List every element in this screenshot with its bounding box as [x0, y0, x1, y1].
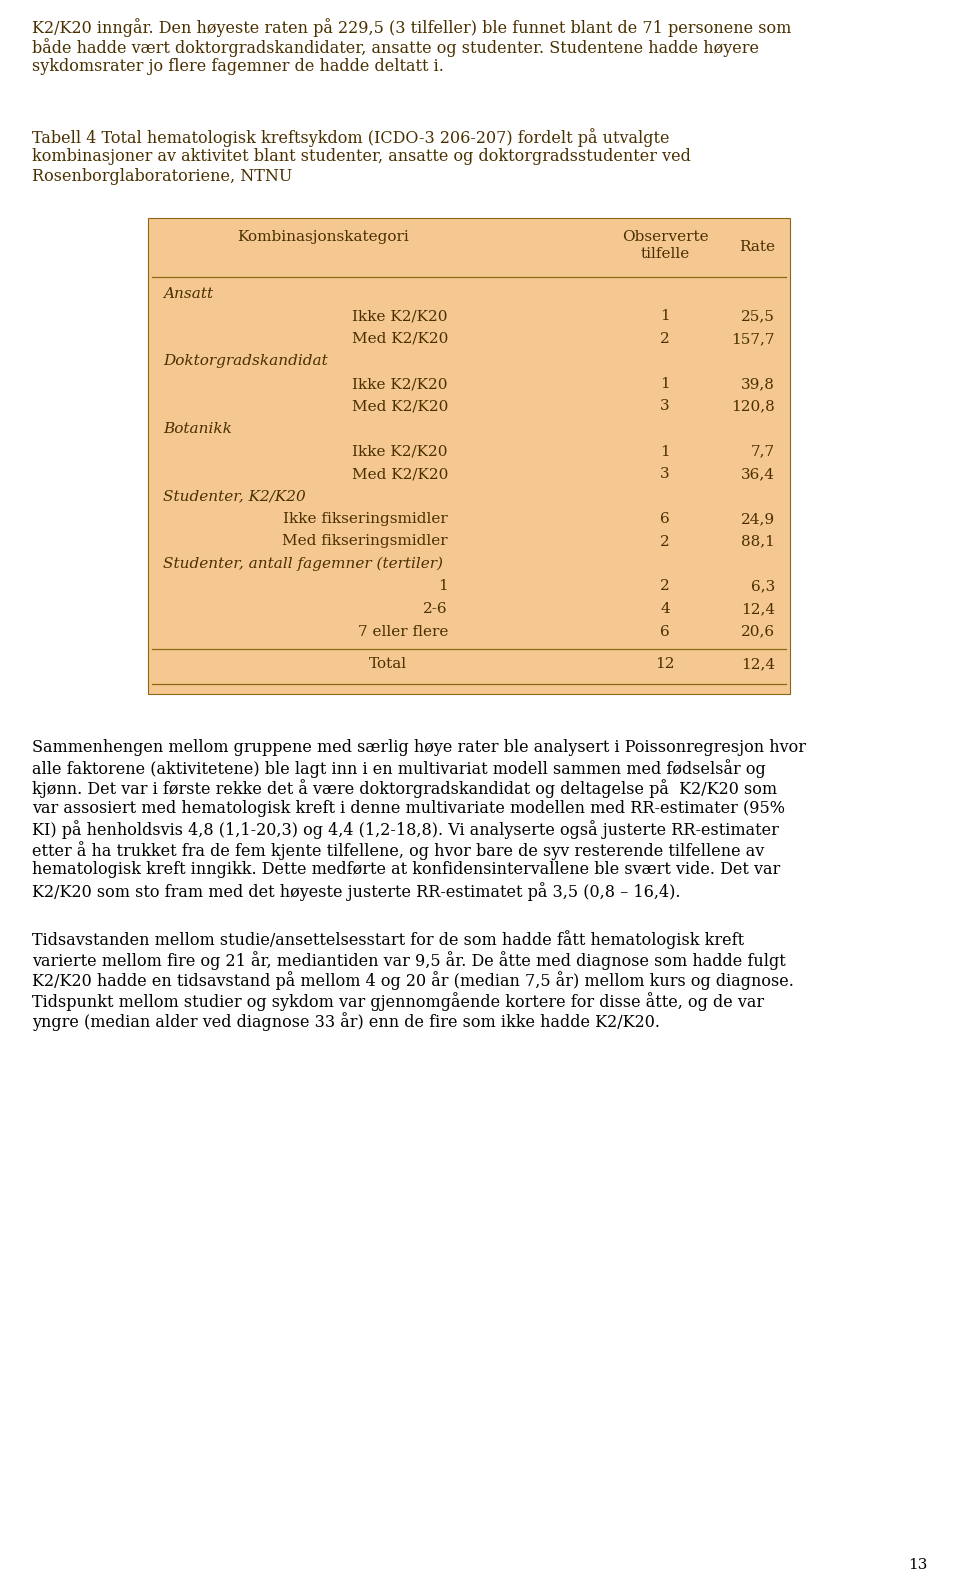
Text: Observerte
tilfelle: Observerte tilfelle [622, 231, 708, 261]
Text: Tidsavstanden mellom studie/ansettelsesstart for de som hadde fått hematologisk : Tidsavstanden mellom studie/ansettelsess… [32, 931, 744, 950]
Text: Med K2/K20: Med K2/K20 [351, 332, 448, 346]
Text: Ikke K2/K20: Ikke K2/K20 [352, 378, 448, 390]
Text: 20,6: 20,6 [741, 624, 775, 638]
Text: Sammenhengen mellom gruppene med særlig høye rater ble analysert i Poissonregres: Sammenhengen mellom gruppene med særlig … [32, 738, 806, 755]
Text: K2/K20 hadde en tidsavstand på mellom 4 og 20 år (median 7,5 år) mellom kurs og : K2/K20 hadde en tidsavstand på mellom 4 … [32, 972, 794, 991]
Text: Med K2/K20: Med K2/K20 [351, 400, 448, 414]
Text: Ansatt: Ansatt [163, 288, 213, 302]
Text: 6: 6 [660, 512, 670, 526]
Text: Tidspunkt mellom studier og sykdom var gjennomgående kortere for disse åtte, og : Tidspunkt mellom studier og sykdom var g… [32, 992, 764, 1011]
Text: 2-6: 2-6 [423, 602, 448, 616]
Text: sykdomsrater jo flere fagemner de hadde deltatt i.: sykdomsrater jo flere fagemner de hadde … [32, 58, 444, 74]
Text: Ikke K2/K20: Ikke K2/K20 [352, 444, 448, 458]
Text: 36,4: 36,4 [741, 468, 775, 480]
Text: K2/K20 inngår. Den høyeste raten på 229,5 (3 tilfeller) ble funnet blant de 71 p: K2/K20 inngår. Den høyeste raten på 229,… [32, 17, 791, 36]
Text: hematologisk kreft inngikk. Dette medførte at konfidensintervallene ble svært vi: hematologisk kreft inngikk. Dette medfør… [32, 861, 780, 878]
Text: 120,8: 120,8 [732, 400, 775, 414]
Text: etter å ha trukket fra de fem kjente tilfellene, og hvor bare de syv resterende : etter å ha trukket fra de fem kjente til… [32, 841, 764, 860]
Text: 25,5: 25,5 [741, 310, 775, 324]
Text: både hadde vært doktorgradskandidater, ansatte og studenter. Studentene hadde hø: både hadde vært doktorgradskandidater, a… [32, 38, 759, 57]
Text: Kombinasjonskategori: Kombinasjonskategori [237, 231, 409, 243]
Text: kjønn. Det var i første rekke det å være doktorgradskandidat og deltagelse på  K: kjønn. Det var i første rekke det å være… [32, 779, 778, 798]
Text: 2: 2 [660, 332, 670, 346]
Text: alle faktorene (aktivitetene) ble lagt inn i en multivariat modell sammen med fø: alle faktorene (aktivitetene) ble lagt i… [32, 758, 766, 777]
Text: varierte mellom fire og 21 år, mediantiden var 9,5 år. De åtte med diagnose som : varierte mellom fire og 21 år, mediantid… [32, 951, 785, 970]
Text: Doktorgradskandidat: Doktorgradskandidat [163, 354, 327, 368]
Text: 13: 13 [908, 1558, 928, 1572]
FancyBboxPatch shape [148, 218, 790, 694]
Text: 157,7: 157,7 [732, 332, 775, 346]
Text: Ikke fikseringsmidler: Ikke fikseringsmidler [283, 512, 448, 526]
Text: var assosiert med hematologisk kreft i denne multivariate modellen med RR-estima: var assosiert med hematologisk kreft i d… [32, 799, 785, 817]
Text: Ikke K2/K20: Ikke K2/K20 [352, 310, 448, 324]
Text: 6,3: 6,3 [751, 580, 775, 594]
Text: 3: 3 [660, 468, 670, 480]
Text: 12,4: 12,4 [741, 602, 775, 616]
Text: Studenter, K2/K20: Studenter, K2/K20 [163, 490, 305, 504]
Text: 2: 2 [660, 580, 670, 594]
Text: Tabell 4 Total hematologisk kreftsykdom (ICDO-3 206-207) fordelt på utvalgte: Tabell 4 Total hematologisk kreftsykdom … [32, 128, 669, 147]
Text: Med K2/K20: Med K2/K20 [351, 468, 448, 480]
Text: 1: 1 [660, 310, 670, 324]
Text: K2/K20 som sto fram med det høyeste justerte RR-estimatet på 3,5 (0,8 – 16,4).: K2/K20 som sto fram med det høyeste just… [32, 882, 681, 901]
Text: kombinasjoner av aktivitet blant studenter, ansatte og doktorgradsstudenter ved: kombinasjoner av aktivitet blant student… [32, 149, 691, 164]
Text: 24,9: 24,9 [741, 512, 775, 526]
Text: 12: 12 [656, 657, 675, 672]
Text: Rosenborglaboratoriene, NTNU: Rosenborglaboratoriene, NTNU [32, 167, 293, 185]
Text: 88,1: 88,1 [741, 534, 775, 548]
Text: 1: 1 [439, 580, 448, 594]
Text: 1: 1 [660, 378, 670, 390]
Text: KI) på henholdsvis 4,8 (1,1-20,3) og 4,4 (1,2-18,8). Vi analyserte også justerte: KI) på henholdsvis 4,8 (1,1-20,3) og 4,4… [32, 820, 779, 839]
Text: yngre (median alder ved diagnose 33 år) enn de fire som ikke hadde K2/K20.: yngre (median alder ved diagnose 33 år) … [32, 1013, 660, 1032]
Text: Med fikseringsmidler: Med fikseringsmidler [282, 534, 448, 548]
Text: 7,7: 7,7 [751, 444, 775, 458]
Text: Botanikk: Botanikk [163, 422, 232, 436]
Text: 1: 1 [660, 444, 670, 458]
Text: 2: 2 [660, 534, 670, 548]
Text: Rate: Rate [739, 240, 775, 254]
Text: Studenter, antall fagemner (tertiler): Studenter, antall fagemner (tertiler) [163, 558, 443, 572]
Text: 4: 4 [660, 602, 670, 616]
Text: 39,8: 39,8 [741, 378, 775, 390]
Text: Total: Total [369, 657, 407, 672]
Text: 3: 3 [660, 400, 670, 414]
Text: 6: 6 [660, 624, 670, 638]
Text: 12,4: 12,4 [741, 657, 775, 672]
Text: 7 eller flere: 7 eller flere [358, 624, 448, 638]
